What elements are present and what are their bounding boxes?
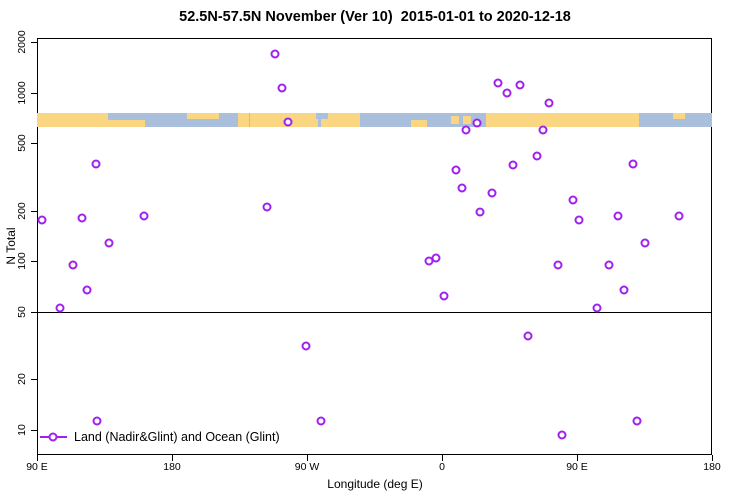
band-land-segment — [463, 115, 471, 124]
chart-title: 52.5N-57.5N November (Ver 10) 2015-01-01… — [179, 9, 571, 25]
y-tick-mark — [31, 261, 37, 263]
data-point — [574, 215, 583, 225]
data-point — [431, 253, 441, 263]
data-point — [619, 285, 628, 295]
data-point — [640, 238, 649, 248]
y-tick-label: 200 — [16, 201, 28, 220]
data-point — [91, 159, 100, 169]
data-point — [515, 80, 525, 90]
y-tick-mark — [31, 92, 37, 94]
data-point — [424, 256, 433, 266]
x-tick-mark — [172, 455, 173, 461]
data-point — [502, 88, 511, 98]
y-tick-mark — [31, 143, 37, 145]
legend-point-icon — [48, 432, 58, 442]
data-point — [613, 211, 622, 221]
data-point — [523, 331, 532, 341]
y-tick-mark — [31, 429, 37, 431]
data-point — [604, 260, 613, 270]
y-tick-label: 2000 — [16, 30, 28, 54]
data-point — [674, 211, 684, 221]
y-tick-mark — [31, 210, 37, 212]
y-tick-label: 1000 — [16, 81, 28, 105]
band-land-segment — [673, 112, 685, 119]
data-point — [461, 125, 471, 135]
y-tick-label: 500 — [16, 134, 28, 153]
band-land-segment — [187, 112, 219, 119]
data-point — [568, 195, 577, 205]
y-tick-label: 10 — [16, 423, 28, 436]
data-point — [55, 303, 64, 313]
data-point — [451, 165, 460, 175]
x-tick-mark — [712, 455, 713, 461]
data-point — [472, 118, 481, 128]
data-point — [592, 303, 601, 313]
data-point — [557, 430, 567, 440]
data-point — [628, 159, 637, 169]
data-point — [475, 207, 484, 217]
y-tick-label: 50 — [16, 306, 28, 318]
x-tick-mark — [577, 455, 578, 461]
data-point — [68, 260, 78, 270]
data-point — [632, 416, 642, 426]
data-point — [532, 151, 541, 161]
x-tick-label: 180 — [163, 461, 181, 473]
legend-label: Land (Nadir&Glint) and Ocean (Glint) — [74, 430, 280, 444]
y-tick-label: 100 — [16, 252, 28, 271]
band-ocean-notch — [124, 112, 136, 119]
data-point — [553, 260, 562, 270]
data-point — [139, 211, 148, 221]
data-point — [82, 285, 91, 295]
band-land-segment — [451, 115, 459, 124]
data-point — [316, 416, 325, 426]
x-tick-label: 180 — [703, 461, 721, 473]
data-point — [92, 416, 102, 426]
data-point — [262, 202, 271, 212]
data-point — [270, 49, 280, 59]
data-point — [544, 98, 553, 108]
x-tick-label: 90 E — [566, 461, 588, 473]
band-land-segment — [238, 112, 250, 127]
land-ocean-map-band — [37, 112, 712, 127]
y-tick-mark — [31, 312, 37, 314]
y-tick-mark — [31, 379, 37, 381]
plot-area — [37, 38, 712, 455]
y-tick-mark — [31, 42, 37, 43]
y-tick-label: 20 — [16, 373, 28, 385]
data-point — [508, 160, 517, 170]
x-tick-mark — [37, 455, 38, 461]
data-point — [493, 78, 502, 88]
x-tick-mark — [307, 455, 308, 461]
data-point — [277, 83, 286, 93]
band-land-segment — [485, 112, 639, 127]
x-tick-mark — [442, 455, 443, 461]
x-tick-label: 90 W — [294, 461, 320, 473]
band-land-segment — [37, 112, 109, 127]
band-land-segment — [320, 112, 360, 127]
x-tick-label: 90 E — [26, 461, 48, 473]
data-point — [104, 238, 114, 248]
data-point — [283, 117, 292, 127]
data-point — [538, 125, 547, 135]
band-land-segment — [410, 120, 427, 127]
data-point — [301, 341, 310, 351]
x-axis-label: Longitude (deg E) — [327, 477, 423, 491]
x-tick-label: 0 — [439, 461, 445, 473]
data-point — [457, 183, 466, 193]
data-point — [487, 188, 496, 198]
band-ocean-notch — [316, 112, 328, 119]
band-land-segment — [108, 120, 145, 127]
data-point — [77, 213, 87, 223]
data-point — [37, 215, 46, 225]
reference-line-50 — [37, 312, 712, 314]
data-point — [439, 291, 448, 301]
